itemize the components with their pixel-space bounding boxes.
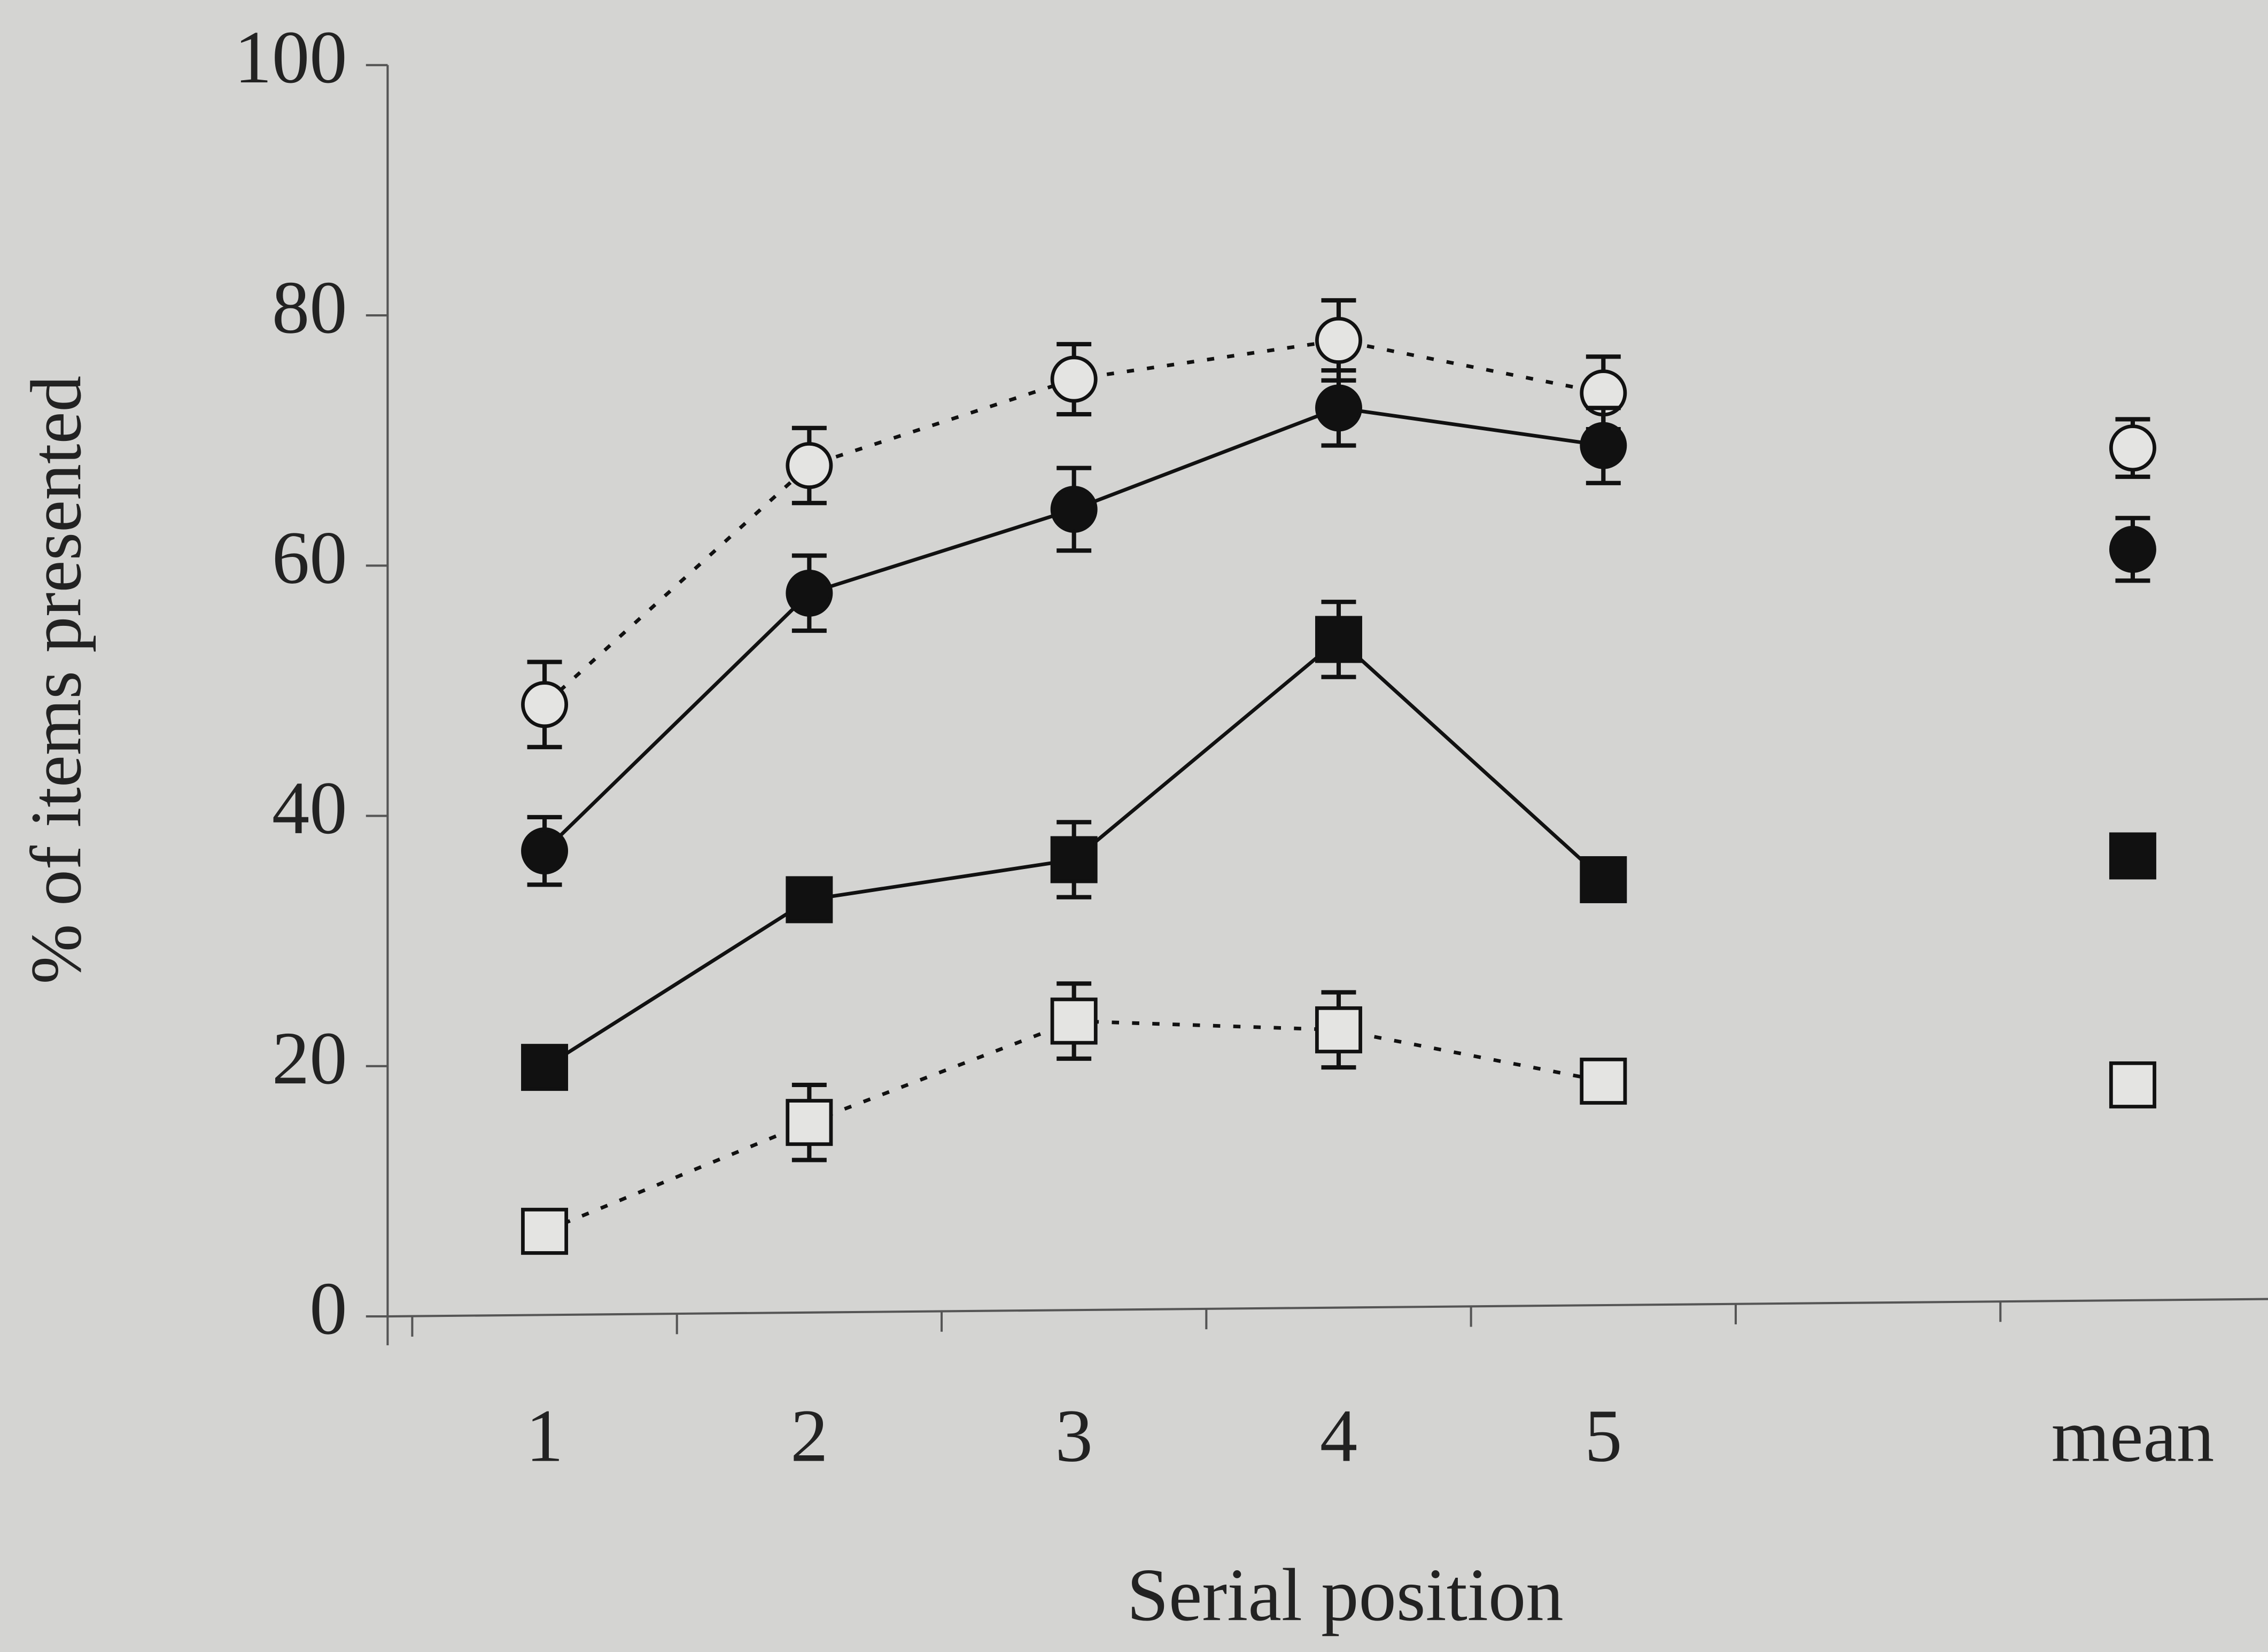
marker — [2109, 832, 2156, 880]
marker — [521, 681, 569, 728]
marker — [1315, 384, 1362, 432]
marker — [1050, 997, 1098, 1045]
marker — [2109, 525, 2156, 573]
y-tick-label: 20 — [272, 1017, 347, 1100]
x-axis-label: Serial position — [1127, 1554, 1564, 1637]
marker — [1050, 355, 1098, 403]
marker — [786, 442, 833, 489]
x-tick-label: 1 — [526, 1395, 563, 1478]
y-tick-label: 80 — [272, 266, 347, 349]
y-tick-label: 60 — [272, 517, 347, 600]
x-tick-label: 4 — [1320, 1395, 1357, 1478]
x-axis — [387, 1298, 2268, 1318]
y-tick-label: 40 — [272, 767, 347, 850]
marker — [1315, 316, 1362, 364]
marker — [1315, 1006, 1362, 1053]
marker — [1315, 616, 1362, 663]
marker — [521, 827, 569, 875]
marker — [786, 1099, 833, 1146]
marker — [521, 1044, 569, 1091]
y-axis-label: % of items presented — [16, 376, 96, 984]
marker — [1580, 1057, 1627, 1105]
marker — [2109, 1061, 2156, 1108]
marker — [786, 569, 833, 617]
marker — [1580, 422, 1627, 469]
marker — [1580, 856, 1627, 903]
x-tick-label: mean — [2052, 1395, 2215, 1478]
y-tick-label: 0 — [309, 1267, 347, 1350]
marker — [1050, 836, 1098, 883]
y-tick-label: 100 — [234, 16, 347, 99]
marker — [521, 1207, 569, 1255]
marker — [1050, 485, 1098, 533]
x-tick-label: 2 — [790, 1395, 828, 1478]
x-tick-label: 5 — [1585, 1395, 1622, 1478]
marker — [2109, 424, 2156, 472]
x-tick-label: 3 — [1055, 1395, 1092, 1478]
marker — [786, 876, 833, 924]
